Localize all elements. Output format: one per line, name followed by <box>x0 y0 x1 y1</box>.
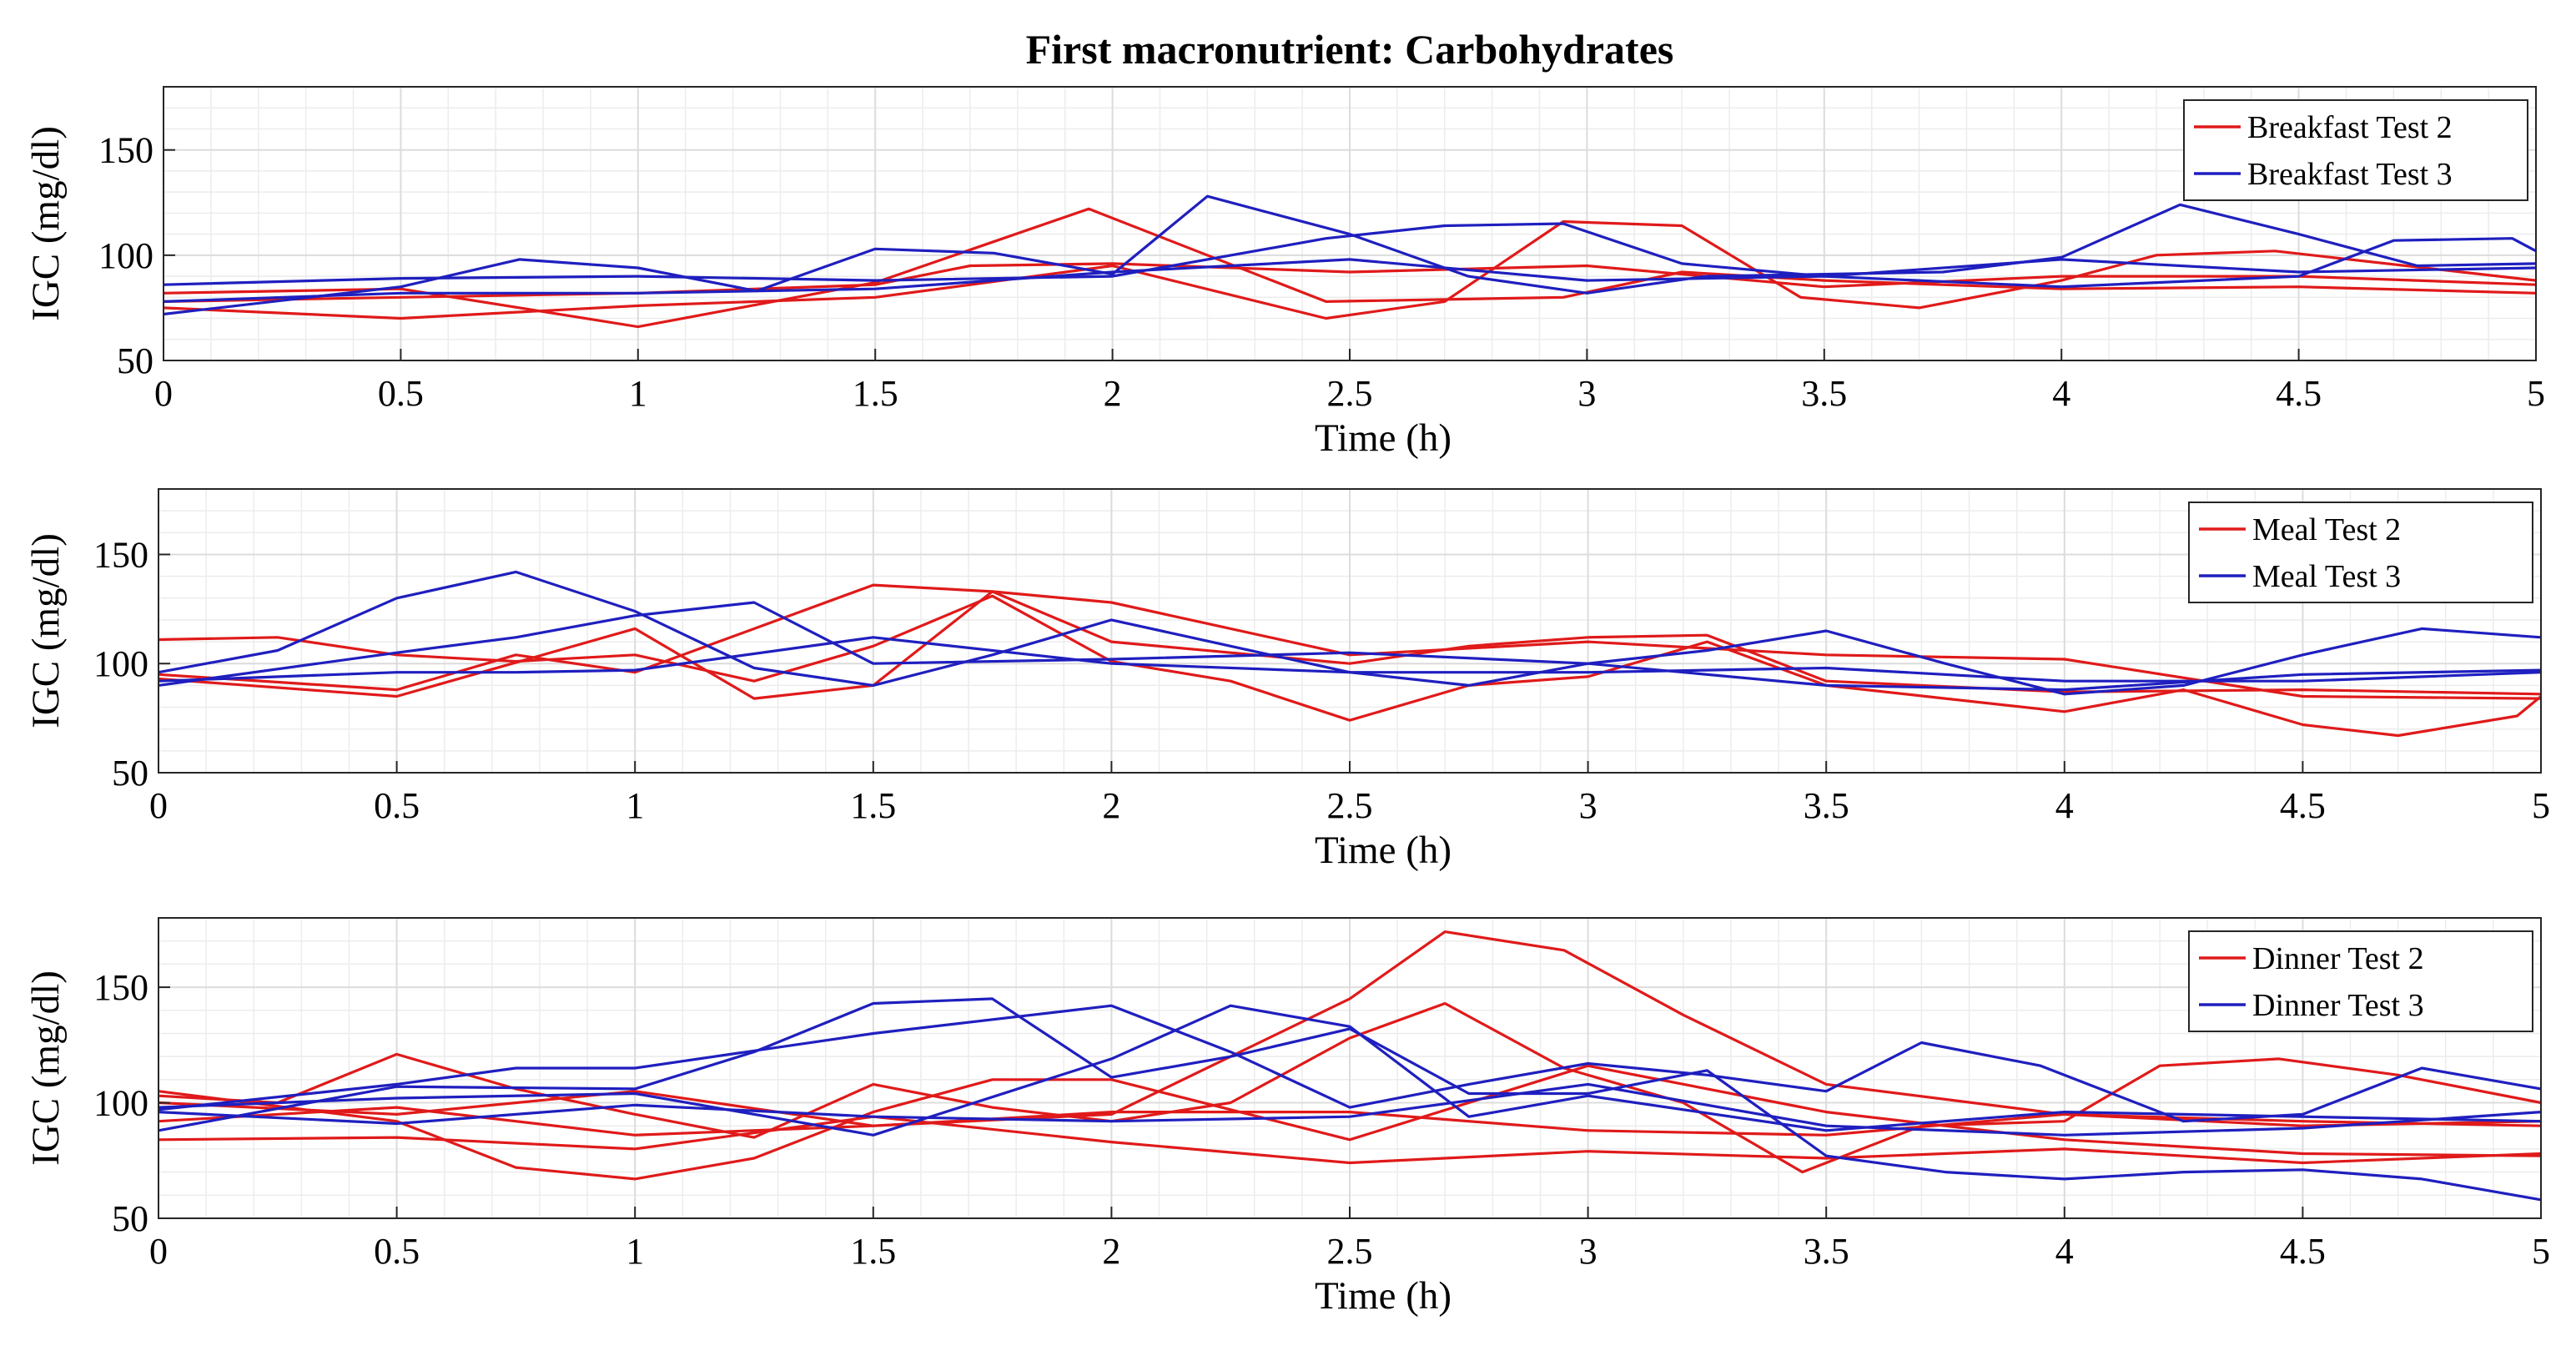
series-line-test2 <box>163 207 2537 329</box>
legend-label-meal-test-2: Meal Test 2 <box>2252 512 2401 547</box>
series-line-test3 <box>158 1004 2542 1123</box>
x-tick-label: 5 <box>2527 373 2545 414</box>
series-line-test3 <box>158 1082 2542 1137</box>
x-tick-label: 3.5 <box>1804 785 1849 826</box>
x-tick-label: 4.5 <box>2276 373 2322 414</box>
x-tick-label: 3.5 <box>1801 373 1847 414</box>
x-tick-label: 2 <box>1102 785 1120 826</box>
series-line-test2 <box>158 594 2543 738</box>
y-tick-label: 100 <box>98 235 153 276</box>
x-tick-label: 0 <box>154 373 173 414</box>
x-tick-label: 5 <box>2532 785 2550 826</box>
y-tick-label: 50 <box>112 1198 148 1239</box>
legend-label-dinner-test-2: Dinner Test 2 <box>2252 941 2424 976</box>
x-tick-label: 0 <box>149 1231 168 1272</box>
x-tick-label: 3 <box>1579 1231 1597 1272</box>
x-tick-label: 1 <box>626 1231 644 1272</box>
series-line-test2 <box>158 1064 2542 1181</box>
y-tick-label: 150 <box>93 534 148 575</box>
chart-panel-breakfast: 0 0.5 1 1.5 2 2.5 3 3.5 4 4.5 5 50 100 150 Time (h) IGC… <box>24 86 2545 460</box>
x-axis-label: Time (h) <box>1315 416 1452 460</box>
y-axis-label: IGC (mg/dl) <box>24 970 68 1166</box>
y-tick-label: 50 <box>112 753 148 794</box>
figure-title: First macronutrient: Carbohydrates <box>1026 26 1674 73</box>
y-axis-label: IGC (mg/dl) <box>24 126 68 321</box>
x-tick-label: 2.5 <box>1327 785 1373 826</box>
x-tick-label: 3 <box>1577 373 1596 414</box>
series-line-test2 <box>158 590 2542 700</box>
legend-box <box>2188 930 2533 1032</box>
x-tick-label: 1.5 <box>850 785 896 826</box>
x-tick-label: 1.5 <box>853 373 898 414</box>
series-line-test3 <box>158 1004 2542 1137</box>
x-tick-label: 1 <box>629 373 647 414</box>
legend-label-meal-test-3: Meal Test 3 <box>2252 559 2401 594</box>
series-line-test3 <box>163 222 2537 289</box>
series-line-test2 <box>158 1001 2542 1174</box>
legend-label-breakfast-test-2: Breakfast Test 2 <box>2247 110 2453 145</box>
y-tick-label: 150 <box>98 130 153 171</box>
x-tick-label: 4 <box>2055 1231 2074 1272</box>
legend-label-breakfast-test-3: Breakfast Test 3 <box>2247 157 2453 192</box>
series-line-test3 <box>158 601 2542 692</box>
x-tick-label: 0.5 <box>378 373 424 414</box>
legend-label-dinner-test-3: Dinner Test 3 <box>2252 988 2424 1023</box>
x-tick-label: 4.5 <box>2280 1231 2326 1272</box>
y-axis-label: IGC (mg/dl) <box>24 533 68 728</box>
legend-box <box>2183 99 2528 201</box>
x-tick-label: 0 <box>149 785 168 826</box>
legend: Breakfast Test 2 Breakfast Test 3 <box>2183 99 2528 201</box>
chart-panel-dinner: 0 0.5 1 1.5 2 2.5 3 3.5 4 4.5 5 50 100 150 Time (h) IGC… <box>24 917 2550 1318</box>
x-tick-label: 2 <box>1104 373 1122 414</box>
x-tick-label: 2 <box>1102 1231 1120 1272</box>
series-line-test2 <box>158 1115 2542 1165</box>
x-tick-label: 5 <box>2532 1231 2550 1272</box>
x-tick-label: 2.5 <box>1327 373 1373 414</box>
x-tick-label: 4 <box>2055 785 2074 826</box>
x-tick-label: 2.5 <box>1327 1231 1373 1272</box>
y-tick-label: 50 <box>117 340 153 381</box>
x-tick-label: 4 <box>2052 373 2070 414</box>
y-tick-label: 150 <box>93 967 148 1008</box>
x-tick-label: 0.5 <box>374 1231 420 1272</box>
chart-panel-meal: 0 0.5 1 1.5 2 2.5 3 3.5 4 4.5 5 50 100 150 Time (h) IGC… <box>24 488 2550 872</box>
x-axis-label: Time (h) <box>1315 829 1452 872</box>
legend-box <box>2188 502 2533 603</box>
series-line-test3 <box>158 636 2542 683</box>
y-tick-label: 100 <box>93 1083 148 1124</box>
legend: Dinner Test 2 Dinner Test 3 <box>2188 930 2533 1032</box>
x-tick-label: 1.5 <box>850 1231 896 1272</box>
x-tick-label: 3.5 <box>1804 1231 1849 1272</box>
series-line-test2 <box>158 1106 2542 1137</box>
x-tick-label: 4.5 <box>2280 785 2326 826</box>
series-line-test3 <box>163 194 2537 316</box>
y-tick-label: 100 <box>93 643 148 684</box>
x-tick-label: 3 <box>1579 785 1597 826</box>
x-tick-label: 1 <box>626 785 644 826</box>
x-tick-label: 0.5 <box>374 785 420 826</box>
x-axis-label: Time (h) <box>1315 1274 1452 1318</box>
legend: Meal Test 2 Meal Test 3 <box>2188 502 2533 603</box>
series-line-test3 <box>163 258 2537 303</box>
